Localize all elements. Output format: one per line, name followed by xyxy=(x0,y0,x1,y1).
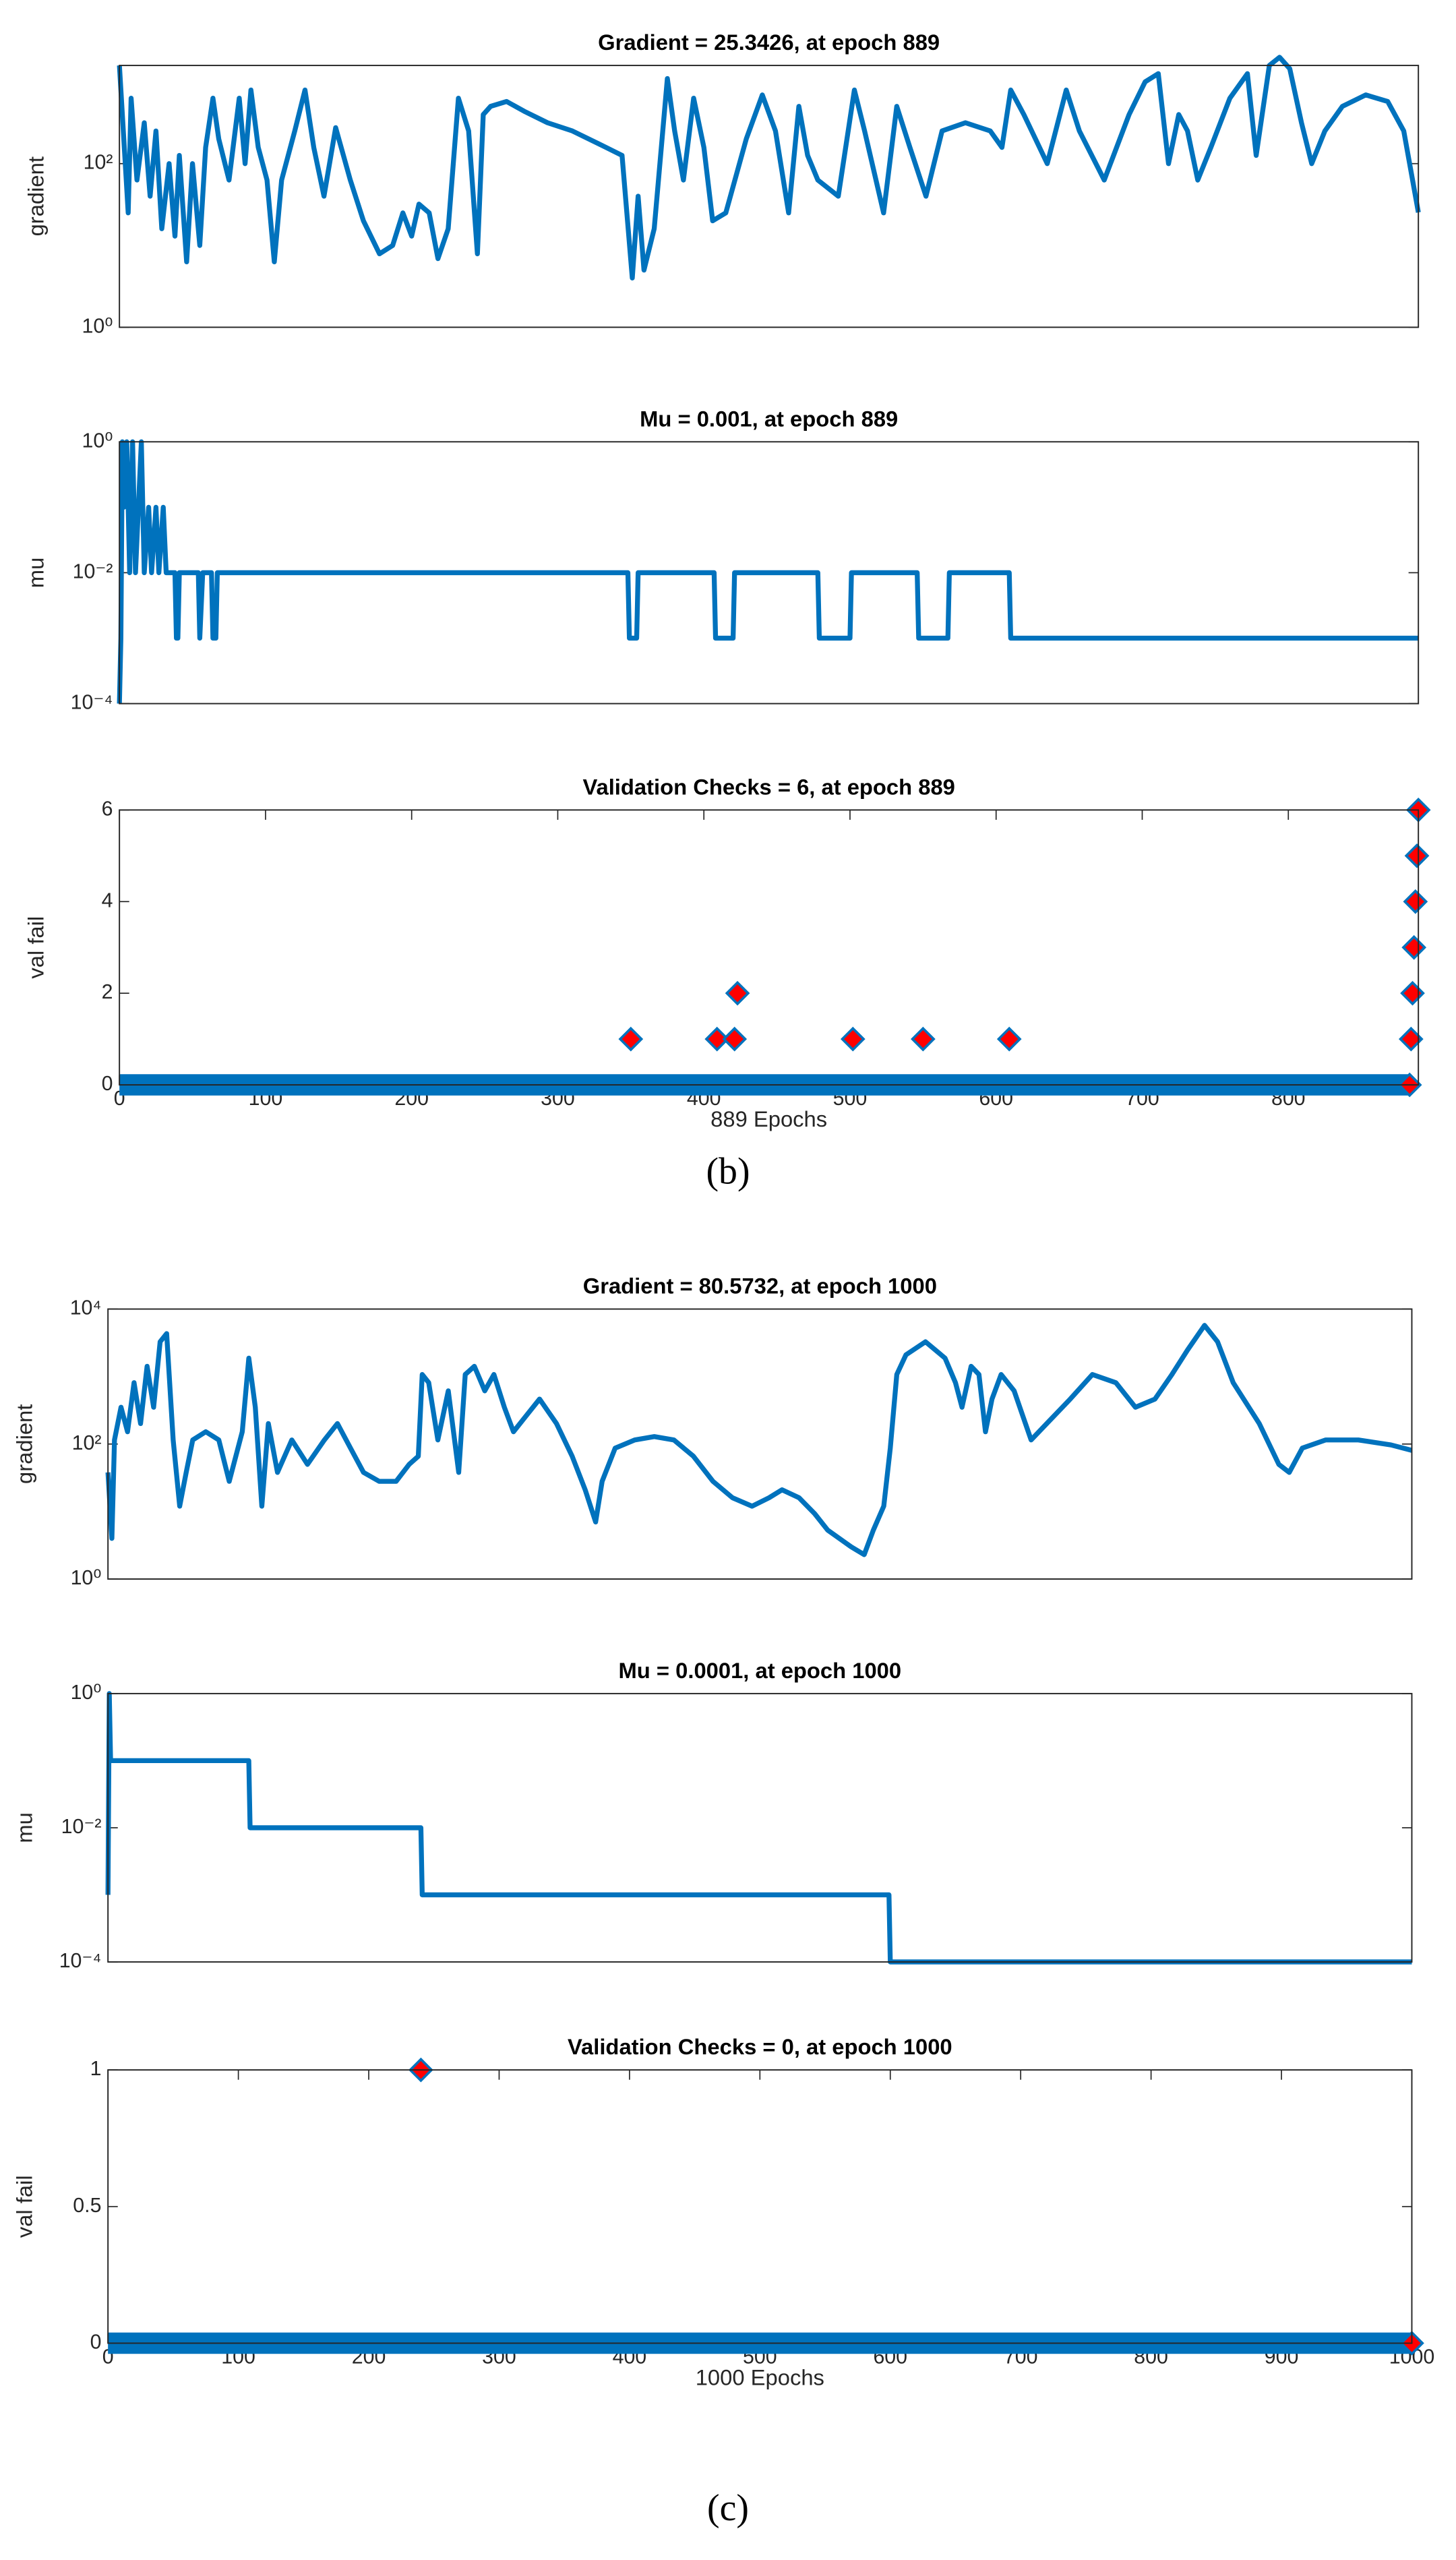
y-tick-label: 0 xyxy=(90,2331,102,2353)
y-axis-label: mu xyxy=(23,558,48,588)
caption: (b) xyxy=(706,1150,750,1192)
y-tick-label: 10⁰ xyxy=(71,1567,102,1589)
marker xyxy=(996,1026,1022,1052)
plot-area xyxy=(119,65,1419,328)
y-tick-label: 10⁻² xyxy=(73,560,113,583)
plot-area xyxy=(108,2070,1412,2344)
y-tick-label: 10² xyxy=(84,152,113,174)
axes-box xyxy=(119,441,1420,705)
y-axis-label: mu xyxy=(11,1812,36,1843)
x-axis-label: 1000 Epochs xyxy=(696,2364,824,2389)
marker xyxy=(1403,889,1428,914)
y-tick-label: 6 xyxy=(102,798,113,820)
marker xyxy=(1401,934,1427,960)
data-line xyxy=(117,55,1421,280)
subplot-title: Gradient = 80.5732, at epoch 1000 xyxy=(583,1274,937,1299)
subplot-title: Mu = 0.001, at epoch 889 xyxy=(640,406,898,431)
axes-box xyxy=(107,1692,1413,1963)
axes-box xyxy=(107,1308,1413,1580)
marker xyxy=(618,1026,644,1052)
plot-area xyxy=(108,1309,1412,1580)
y-tick-label: 10⁻² xyxy=(61,1816,102,1838)
marker xyxy=(725,980,750,1006)
marker xyxy=(722,1026,748,1052)
y-tick-label: 1 xyxy=(90,2058,102,2080)
subplot: Validation Checks = 6, at epoch 889 val f… xyxy=(23,774,1431,1131)
y-tick-label: 10² xyxy=(72,1432,102,1454)
subplot-title: Validation Checks = 0, at epoch 1000 xyxy=(568,2034,952,2059)
y-tick-label: 10⁴ xyxy=(70,1297,102,1319)
axes-box xyxy=(119,65,1420,328)
subplot: Mu = 0.0001, at epoch 1000 mu 10⁻⁴ 10⁻² 10⁰ xyxy=(11,1658,1413,1972)
marker xyxy=(1404,843,1430,868)
y-tick-label: 10⁻⁴ xyxy=(59,1950,102,1972)
y-axis-label: val fail xyxy=(11,2175,36,2238)
plot-area xyxy=(119,810,1419,1085)
x-axis-label: 889 Epochs xyxy=(710,1106,827,1131)
marker xyxy=(704,1026,730,1052)
subplot: Validation Checks = 0, at epoch 1000 val … xyxy=(11,2034,1434,2389)
y-tick-label: 10⁰ xyxy=(71,1681,102,1704)
y-tick-label: 0 xyxy=(102,1073,113,1095)
y-axis-label: gradient xyxy=(23,156,48,236)
y-tick-label: 2 xyxy=(102,981,113,1003)
axes-box xyxy=(119,809,1420,1086)
caption: (c) xyxy=(707,2487,749,2529)
y-tick-label: 4 xyxy=(102,889,113,912)
subplot: Gradient = 80.5732, at epoch 1000 gradien… xyxy=(11,1274,1413,1589)
axes-box xyxy=(107,2069,1413,2344)
subplot-title: Validation Checks = 6, at epoch 889 xyxy=(582,774,954,799)
subplot: Gradient = 25.3426, at epoch 889 gradient… xyxy=(23,30,1421,337)
data-line xyxy=(105,1323,1413,1557)
data-line xyxy=(117,439,1419,704)
y-tick-label: 10⁰ xyxy=(82,315,113,337)
y-tick-label: 0.5 xyxy=(73,2195,101,2217)
y-tick-label: 10⁰ xyxy=(82,429,113,452)
data-line xyxy=(105,1691,1412,1965)
subplot-title: Gradient = 25.3426, at epoch 889 xyxy=(598,30,940,55)
marker xyxy=(911,1026,936,1052)
marker xyxy=(840,1026,866,1052)
y-tick-label: 10⁻⁴ xyxy=(71,692,113,714)
subplot-title: Mu = 0.0001, at epoch 1000 xyxy=(619,1658,902,1683)
subplot: Mu = 0.001, at epoch 889 mu 10⁻⁴ 10⁻² 10⁰ xyxy=(23,406,1420,714)
y-axis-label: val fail xyxy=(23,916,48,979)
y-axis-label: gradient xyxy=(11,1404,36,1484)
